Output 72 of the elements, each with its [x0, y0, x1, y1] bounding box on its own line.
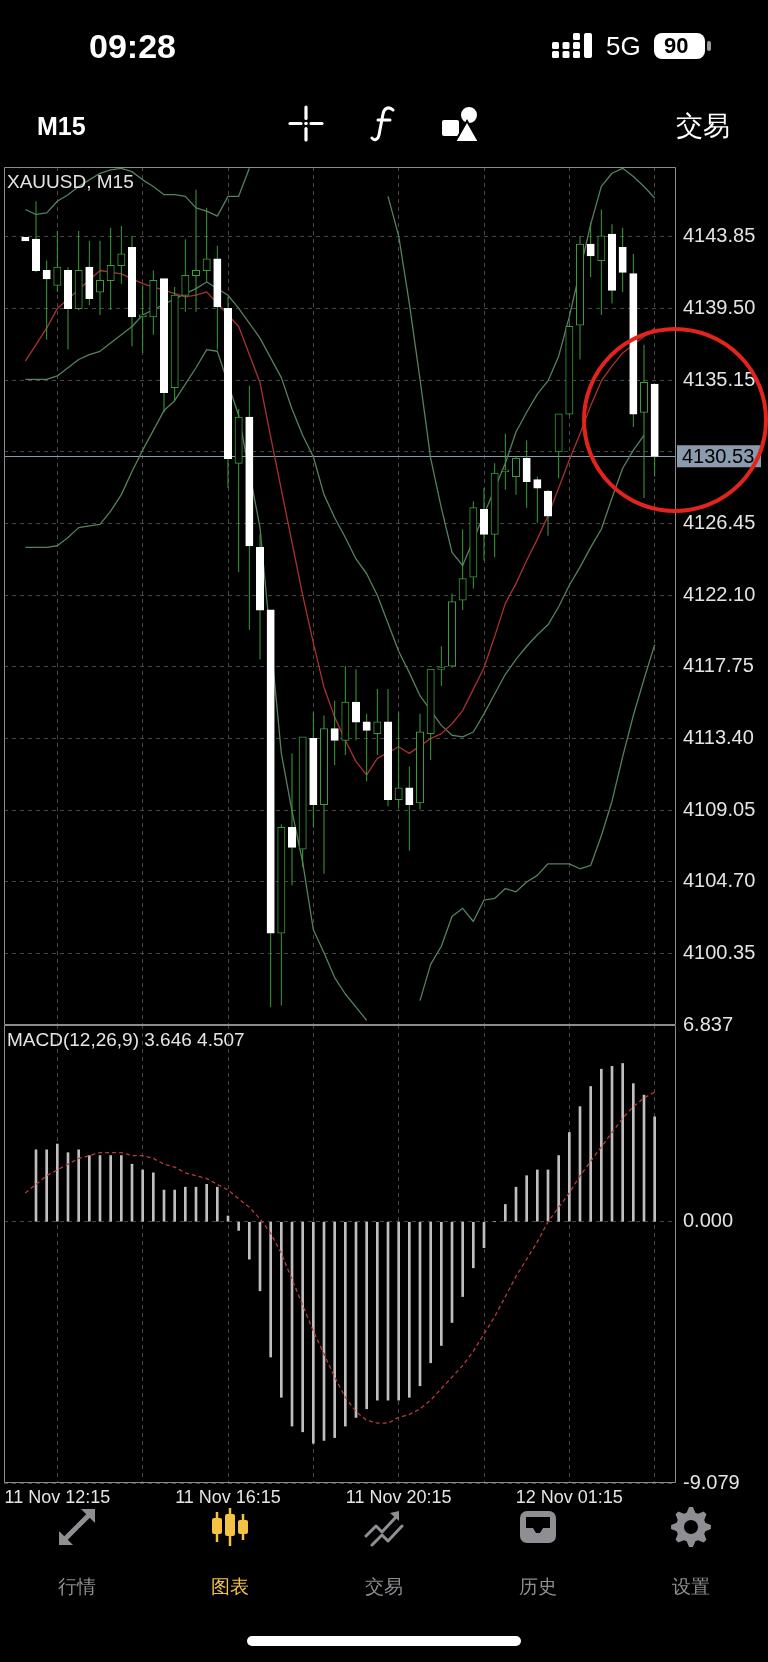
chart-title: XAUUSD, M15	[7, 170, 134, 192]
text: 设置	[672, 1574, 711, 1597]
bar	[429, 1221, 432, 1364]
bar	[365, 1221, 368, 1410]
bar	[536, 1169, 539, 1222]
candlestick	[138, 285, 147, 353]
bar	[120, 1155, 123, 1222]
y-tick-label: 4113.40	[683, 726, 754, 749]
y-tick-label: -9.079	[683, 1470, 740, 1493]
text: M15	[37, 111, 86, 140]
bar	[621, 1063, 624, 1222]
bar	[312, 1221, 315, 1444]
y-tick-label: 4109.05	[683, 797, 756, 820]
text: 09:28	[89, 27, 176, 65]
y-tick-label: 4143.85	[683, 224, 756, 247]
bar	[141, 1169, 144, 1222]
y-tick-label: 4100.35	[683, 941, 756, 964]
text: 图表	[211, 1574, 250, 1597]
bar	[269, 1221, 272, 1358]
bar	[152, 1172, 155, 1222]
bar	[280, 1221, 283, 1398]
bar	[77, 1149, 80, 1222]
bar	[333, 1221, 336, 1438]
y-tick-label: 4126.45	[683, 511, 756, 533]
text: 交易	[365, 1574, 403, 1597]
y-tick-label: 4122.10	[683, 582, 756, 605]
bar	[109, 1155, 112, 1222]
bar	[56, 1143, 59, 1222]
y-tick-label: 4139.50	[683, 295, 756, 318]
bar	[173, 1189, 176, 1222]
candlestick	[437, 646, 446, 686]
bar	[568, 1132, 571, 1222]
bar	[600, 1068, 603, 1222]
bar	[504, 1204, 507, 1222]
text: 交易	[676, 109, 730, 141]
bar	[653, 1116, 656, 1222]
y-tick-label: 0.000	[683, 1209, 734, 1232]
bar	[45, 1149, 48, 1222]
y-tick-label: 6.837	[683, 1012, 734, 1035]
bar	[237, 1221, 240, 1231]
bar	[589, 1086, 592, 1222]
line-series	[24, 1091, 656, 1424]
bar	[184, 1186, 187, 1222]
bar	[216, 1186, 219, 1222]
bar	[376, 1221, 379, 1401]
bar	[344, 1221, 347, 1427]
y-tick-label: 4104.70	[683, 869, 756, 892]
bar	[88, 1155, 91, 1222]
chart-title: MACD(12,26,9) 3.646 4.507	[7, 1028, 245, 1050]
bar	[440, 1221, 443, 1346]
bar	[248, 1221, 251, 1260]
candlestick	[501, 433, 510, 490]
x-tick-label: 11 Nov 12:15	[4, 1486, 111, 1507]
y-tick-label: 4117.75	[683, 654, 754, 677]
bar	[525, 1175, 528, 1222]
bar	[632, 1083, 635, 1222]
x-tick-label: 12 Nov 01:15	[515, 1486, 623, 1507]
bar	[301, 1221, 304, 1433]
bar	[408, 1221, 411, 1398]
bar	[557, 1155, 560, 1222]
bar	[205, 1184, 208, 1222]
text: 5G	[606, 31, 641, 61]
y-tick-label: 4135.15	[683, 367, 756, 390]
candlestick	[192, 189, 200, 312]
x-tick-label: 11 Nov 20:15	[345, 1486, 452, 1507]
bar	[472, 1221, 475, 1269]
text: 历史	[518, 1574, 557, 1597]
x-tick-label: 11 Nov 16:15	[175, 1486, 281, 1507]
text: 行情	[57, 1574, 96, 1597]
ref-line-label: 4130.53	[682, 444, 755, 467]
bar	[461, 1221, 464, 1297]
bar	[397, 1221, 400, 1401]
